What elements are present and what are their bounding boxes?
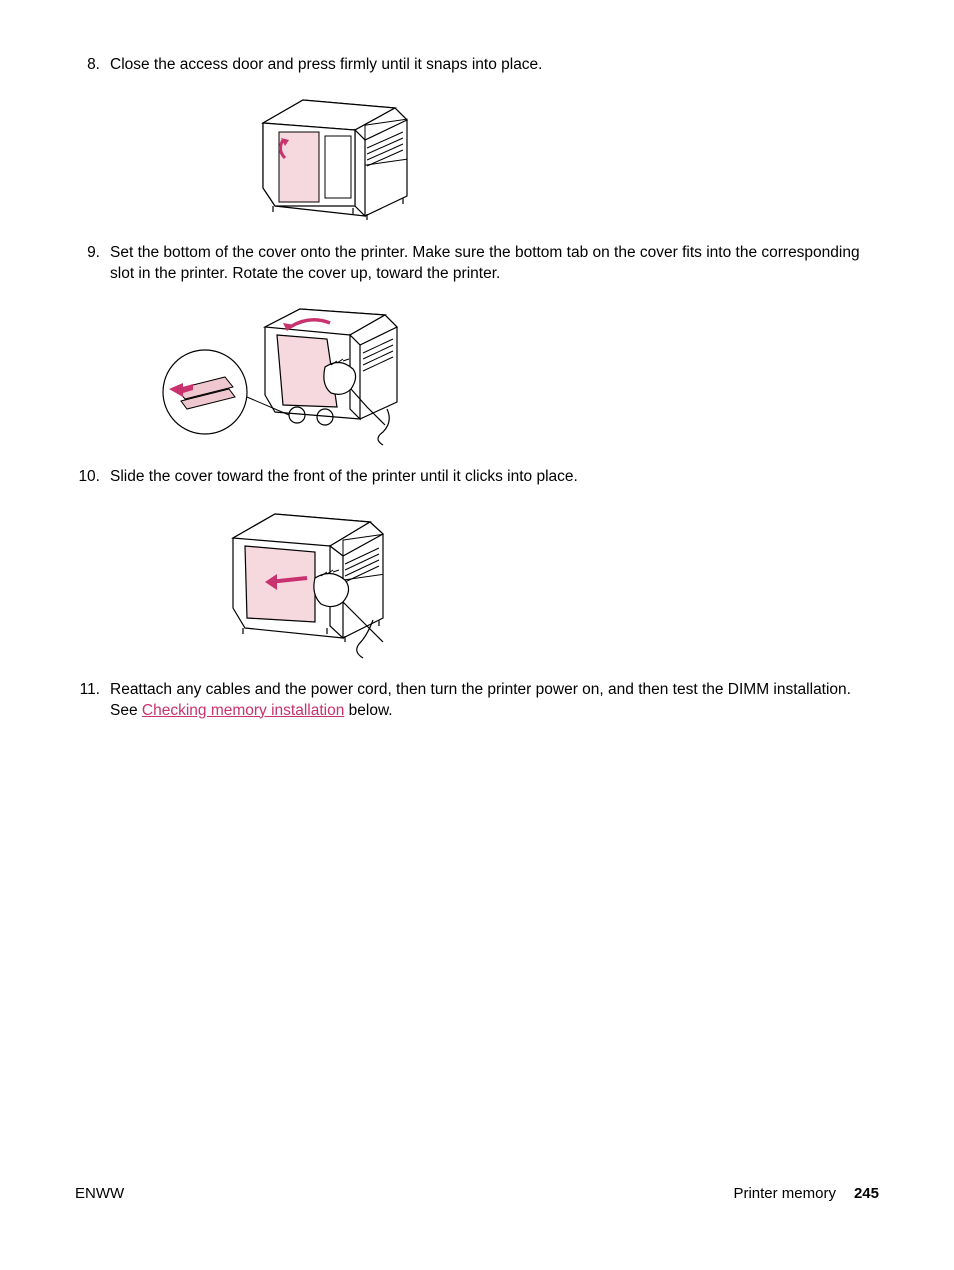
page-footer: ENWW Printer memory 245 — [75, 1185, 879, 1202]
step-text: Reattach any cables and the power cord, … — [110, 680, 879, 722]
step-text: Close the access door and press firmly u… — [110, 55, 879, 76]
footer-section: Printer memory — [733, 1185, 836, 1202]
checking-memory-link[interactable]: Checking memory installation — [142, 702, 344, 719]
step-9: 9. Set the bottom of the cover onto the … — [75, 243, 879, 285]
footer-right: Printer memory 245 — [733, 1185, 879, 1202]
document-page: 8. Close the access door and press firml… — [0, 0, 954, 1270]
footer-left: ENWW — [75, 1185, 124, 1202]
step-number: 10. — [75, 467, 110, 488]
step-10: 10. Slide the cover toward the front of … — [75, 467, 879, 488]
step-11: 11. Reattach any cables and the power co… — [75, 680, 879, 722]
step-number: 8. — [75, 55, 110, 76]
footer-page-number: 245 — [854, 1185, 879, 1202]
step-11-text-after: below. — [344, 702, 392, 719]
step-text: Set the bottom of the cover onto the pri… — [110, 243, 879, 285]
step-text: Slide the cover toward the front of the … — [110, 467, 879, 488]
step-number: 9. — [75, 243, 110, 285]
figure-step-9 — [155, 297, 879, 447]
step-number: 11. — [75, 680, 110, 722]
figure-step-8 — [245, 88, 879, 223]
figure-step-10 — [215, 500, 879, 660]
step-8: 8. Close the access door and press firml… — [75, 55, 879, 76]
